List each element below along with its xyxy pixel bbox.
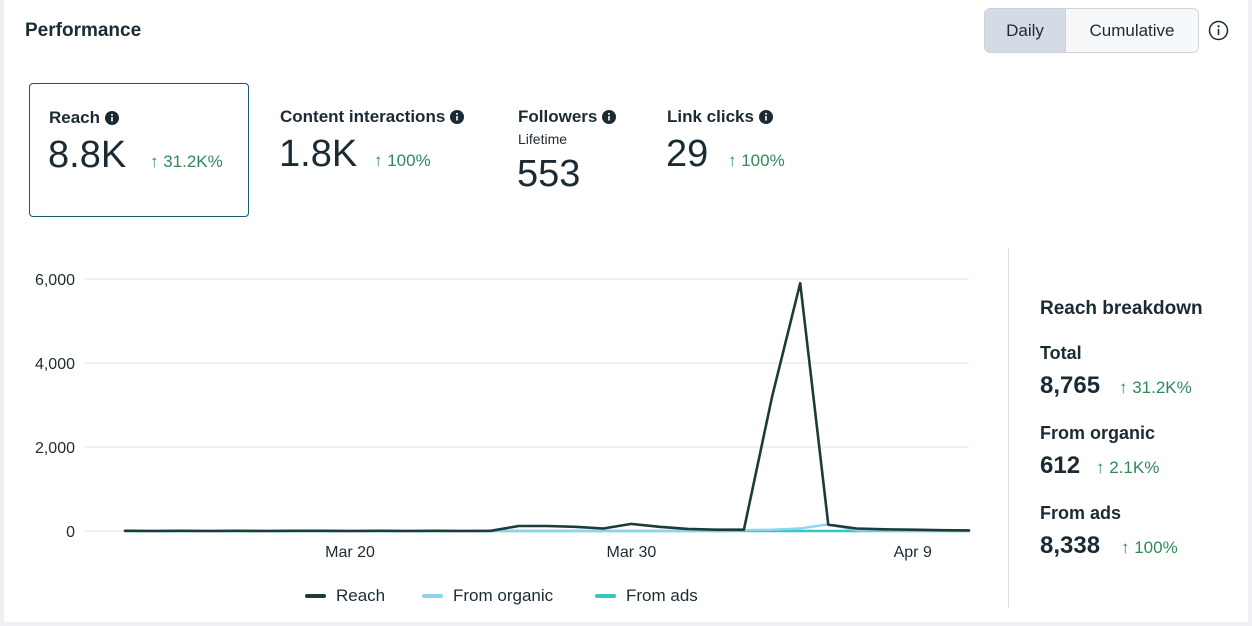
- info-icon[interactable]: [1208, 20, 1229, 41]
- page-title: Performance: [25, 20, 142, 41]
- metric-label-followers: Followers: [518, 107, 598, 126]
- breakdown-value-total: 8,765: [1040, 372, 1101, 399]
- series-line-reach: [123, 281, 971, 533]
- breakdown-value-from-ads: 8,338: [1040, 532, 1101, 559]
- metric-value-link-clicks: 29: [666, 133, 709, 175]
- x-tick-label: Apr 9: [894, 544, 932, 561]
- metric-card-reach[interactable]: Reach 8.8K ↑ 31.2K%: [29, 83, 249, 217]
- metric-sublabel-followers: Lifetime: [518, 131, 568, 147]
- legend-label-from-organic: From organic: [453, 586, 554, 605]
- metric-delta-link-clicks: ↑ 100%: [728, 151, 785, 170]
- metric-value-reach: 8.8K: [48, 134, 127, 176]
- legend-swatch-reach: [305, 594, 326, 598]
- y-tick-label: 2,000: [35, 440, 75, 457]
- metric-delta-reach: ↑ 31.2K%: [150, 152, 223, 171]
- breakdown-label-total: Total: [1040, 343, 1082, 363]
- legend-label-reach: Reach: [336, 586, 386, 605]
- legend-swatch-from-organic: [422, 594, 443, 598]
- metric-value-content-interactions: 1.8K: [279, 133, 358, 175]
- breakdown-label-from-organic: From organic: [1040, 423, 1156, 443]
- metric-delta-content-interactions: ↑ 100%: [374, 151, 431, 170]
- breakdown-value-from-organic: 612: [1040, 452, 1081, 479]
- metric-label-reach: Reach: [49, 108, 101, 127]
- legend-item-from-ads[interactable]: From ads: [595, 586, 698, 606]
- legend-item-reach[interactable]: Reach: [305, 586, 385, 606]
- metric-label-content-interactions: Content interactions: [280, 107, 446, 126]
- legend-swatch-from-ads: [595, 594, 616, 598]
- info-icon[interactable]: [450, 110, 465, 124]
- breakdown-delta-from-ads: ↑ 100%: [1121, 538, 1178, 557]
- legend-item-from-organic[interactable]: From organic: [422, 586, 553, 606]
- breakdown-label-from-ads: From ads: [1040, 503, 1122, 523]
- y-tick-label: 6,000: [35, 272, 75, 289]
- info-icon[interactable]: [602, 110, 617, 124]
- info-icon[interactable]: [758, 110, 773, 124]
- metric-label-link-clicks: Link clicks: [667, 107, 754, 126]
- y-tick-label: 4,000: [35, 356, 75, 373]
- legend-label-from-ads: From ads: [626, 586, 698, 605]
- breakdown-title: Reach breakdown: [1040, 298, 1203, 319]
- section-divider: [1008, 248, 1009, 608]
- info-icon[interactable]: [105, 111, 120, 125]
- reach-line-chart: 0 2,000 4,000 6,000 Mar 20 Mar 30 Apr 9: [35, 272, 971, 561]
- x-tick-label: Mar 20: [325, 544, 375, 561]
- metric-card-content-interactions[interactable]: Content interactions 1.8K ↑ 100%: [260, 83, 480, 217]
- daily-toggle-button[interactable]: Daily: [985, 9, 1066, 52]
- y-tick-label: 0: [66, 524, 75, 541]
- metric-value-followers: 553: [517, 153, 581, 195]
- view-toggle: Daily Cumulative: [984, 8, 1199, 53]
- performance-card: Performance Daily Cumulative Reach 8.8K …: [4, 0, 1248, 622]
- x-tick-label: Mar 30: [607, 544, 657, 561]
- breakdown-delta-from-organic: ↑ 2.1K%: [1096, 458, 1160, 477]
- metric-card-link-clicks[interactable]: Link clicks 29 ↑ 100%: [647, 83, 837, 217]
- cumulative-toggle-button[interactable]: Cumulative: [1066, 9, 1198, 52]
- metric-card-followers[interactable]: Followers Lifetime 553: [498, 83, 638, 217]
- breakdown-delta-total: ↑ 31.2K%: [1119, 378, 1192, 397]
